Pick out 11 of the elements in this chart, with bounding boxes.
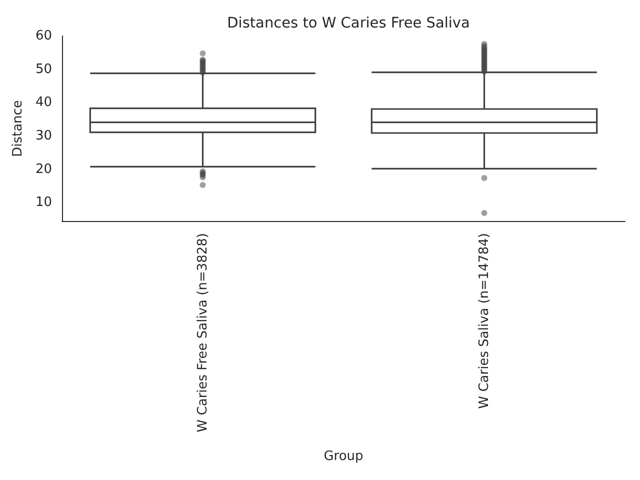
x-axis-title: Group (324, 449, 364, 464)
y-tick-label: 20 (35, 162, 52, 177)
x-tick-label: W Caries Free Saliva (n=3828) (195, 233, 210, 432)
y-tick-label: 30 (35, 128, 52, 144)
y-tick-label: 60 (35, 28, 52, 44)
y-tick-label: 40 (35, 95, 52, 110)
y-tick-label: 10 (35, 195, 52, 210)
chart-title: Distances to W Caries Free Saliva (227, 16, 470, 32)
y-tick-label: 50 (35, 62, 52, 77)
x-tick-label: W Caries Saliva (n=14784) (476, 233, 492, 409)
y-axis-title: Distance (10, 100, 26, 157)
